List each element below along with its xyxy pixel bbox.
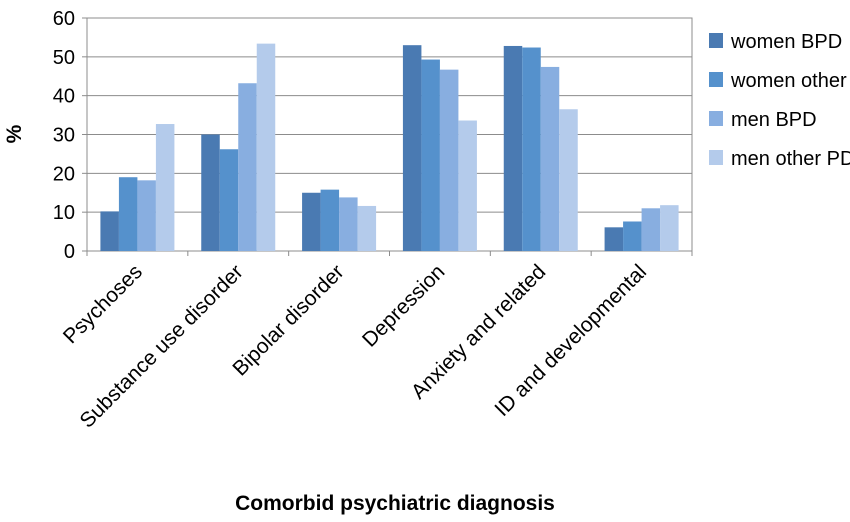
y-tick-label: 40: [53, 86, 75, 108]
x-category-label: Psychoses: [59, 260, 147, 348]
legend-swatch: [709, 33, 723, 48]
legend: women BPD women other PD men BPD men other …: [709, 31, 850, 170]
x-category-label: Bipolar disorder: [228, 260, 348, 380]
y-tick-label: 20: [53, 163, 75, 185]
bar: [118, 177, 138, 251]
bar: [458, 120, 477, 252]
bars: [100, 43, 679, 252]
bar: [421, 59, 440, 251]
legend-label: men BPD: [731, 109, 817, 131]
bar: [339, 197, 358, 251]
x-category-label: Depression: [358, 260, 449, 351]
bar: [238, 83, 257, 252]
y-tick-label: 10: [53, 202, 75, 224]
legend-label: men other PD: [731, 148, 850, 170]
bar: [219, 149, 239, 251]
bar: [439, 69, 459, 251]
bar: [660, 205, 679, 251]
legend-label: women BPD: [730, 31, 842, 53]
y-tick-label: 60: [53, 8, 75, 30]
legend-swatch: [709, 111, 723, 126]
bar: [604, 227, 624, 251]
bar: [155, 124, 175, 251]
bar: [320, 189, 340, 251]
x-category-label: Substance use disorder: [76, 260, 248, 432]
bar: [302, 192, 321, 251]
bar: [402, 45, 422, 251]
y-tick-labels: 0 10 20 30 40 50 60: [53, 8, 75, 263]
legend-swatch: [709, 72, 723, 87]
y-axis-title: %: [3, 124, 26, 143]
bar: [137, 180, 156, 251]
legend-label: women other PD: [730, 70, 850, 92]
bar: [559, 109, 578, 251]
x-axis-title: Comorbid psychiatric diagnosis: [235, 492, 555, 515]
bar: [641, 208, 661, 251]
bar: [503, 45, 523, 252]
bar: [522, 47, 541, 251]
bar: [540, 66, 560, 252]
bar: [256, 43, 276, 251]
bar: [100, 211, 119, 251]
y-tick-label: 30: [53, 125, 75, 147]
axes: [82, 17, 693, 256]
bar: [201, 134, 220, 251]
y-tick-label: 0: [64, 241, 75, 263]
bar: [623, 221, 642, 251]
legend-swatch: [709, 150, 723, 165]
y-tick-label: 50: [53, 47, 75, 69]
gridlines: [87, 17, 692, 213]
bar: [357, 205, 377, 251]
